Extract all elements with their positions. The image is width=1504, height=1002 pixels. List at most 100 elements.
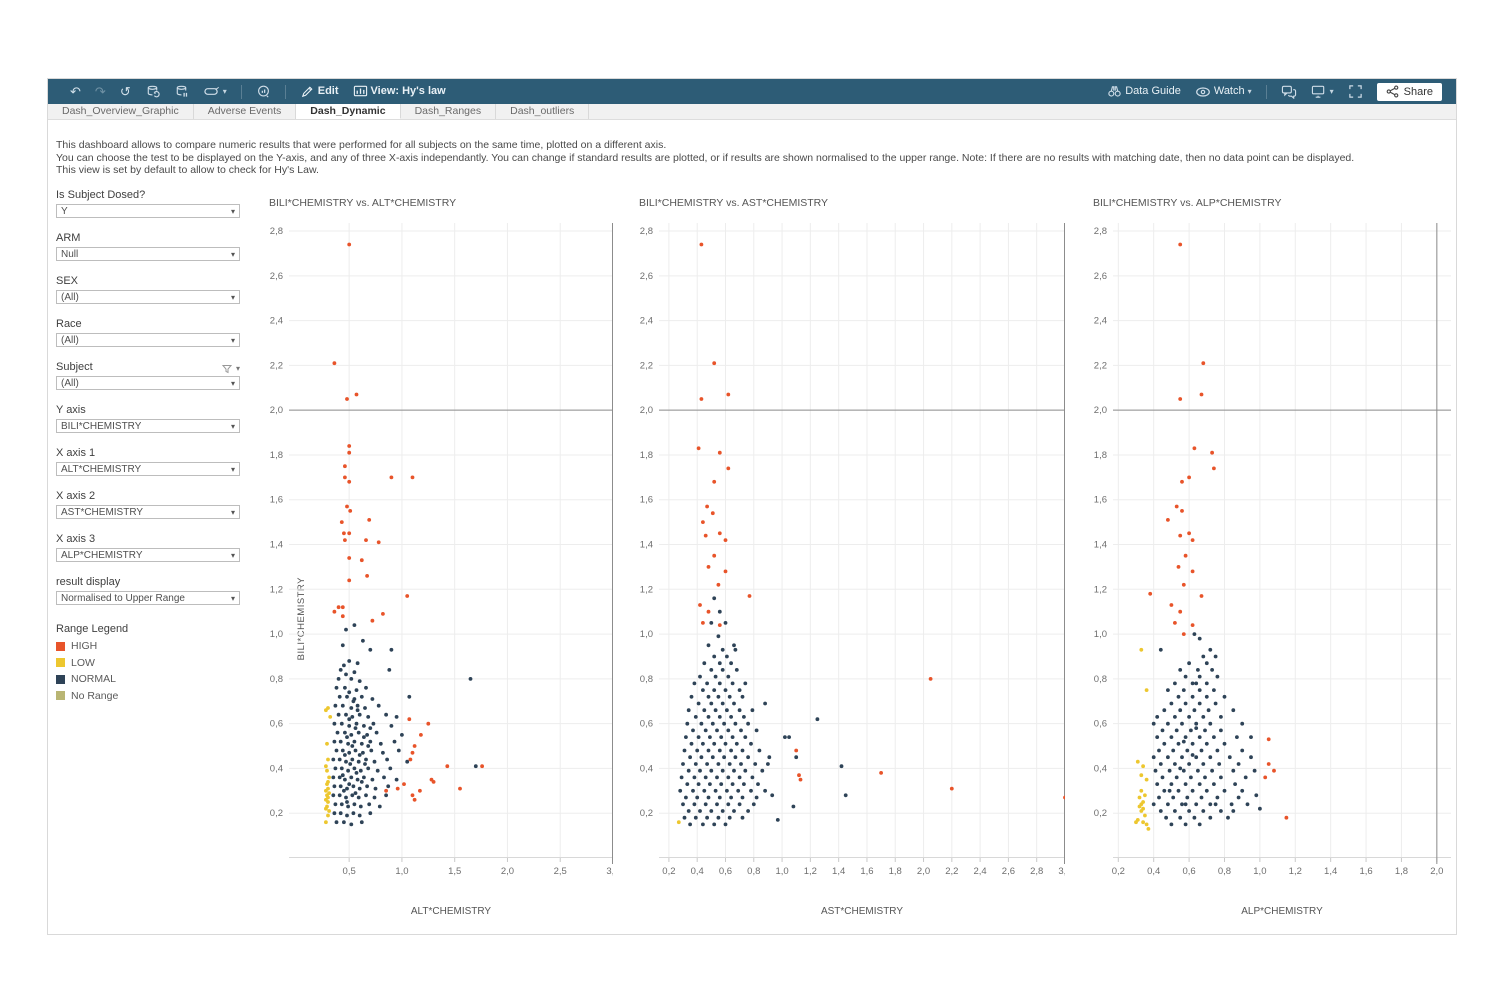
data-point[interactable] [763, 701, 767, 706]
data-point[interactable] [1196, 668, 1200, 672]
data-point[interactable] [702, 708, 707, 713]
data-point[interactable] [682, 748, 687, 753]
data-point[interactable] [1222, 741, 1227, 746]
data-point[interactable] [1180, 479, 1184, 484]
data-point[interactable] [370, 697, 375, 701]
data-point[interactable] [709, 701, 714, 706]
data-point[interactable] [1144, 822, 1149, 827]
legend-item-no-range[interactable]: No Range [56, 690, 240, 702]
data-point[interactable] [332, 361, 337, 366]
data-point[interactable] [349, 706, 354, 710]
data-point[interactable] [717, 795, 722, 800]
data-point[interactable] [1189, 728, 1193, 733]
data-point[interactable] [1171, 795, 1176, 800]
data-point[interactable] [763, 788, 767, 793]
data-point[interactable] [355, 708, 360, 713]
data-point[interactable] [347, 242, 352, 247]
data-point[interactable] [1199, 594, 1204, 598]
data-point[interactable] [1151, 721, 1156, 726]
download-icon[interactable]: ▾ [1311, 84, 1334, 99]
data-point[interactable] [1181, 688, 1186, 692]
data-point[interactable] [1185, 795, 1190, 800]
data-point[interactable] [715, 802, 719, 807]
data-point[interactable] [372, 795, 377, 800]
data-point[interactable] [359, 820, 364, 825]
data-point[interactable] [1167, 768, 1172, 773]
data-point[interactable] [1208, 755, 1213, 760]
data-point[interactable] [686, 768, 691, 773]
data-point[interactable] [751, 802, 756, 807]
data-point[interactable] [1231, 809, 1236, 813]
scatter-plot-1[interactable]: 0,2 0,4 0,6 0,8 1,0 1,2 1,4 1,6 1,8 2,0 2,2 2,4 2,6 2… [251, 223, 613, 884]
data-point[interactable] [1176, 565, 1181, 569]
data-point[interactable] [1219, 715, 1223, 719]
data-point[interactable] [726, 802, 731, 807]
data-point[interactable] [337, 694, 342, 699]
data-point[interactable] [1162, 788, 1167, 793]
data-point[interactable] [1208, 815, 1213, 820]
data-point[interactable] [382, 775, 386, 780]
data-point[interactable] [395, 786, 400, 791]
data-point[interactable] [354, 392, 359, 397]
filter-select-sex[interactable]: (All) ▾ [56, 290, 240, 304]
data-point[interactable] [688, 755, 692, 760]
data-point[interactable] [705, 762, 709, 766]
data-point[interactable] [1187, 809, 1191, 813]
data-point[interactable] [709, 668, 714, 672]
data-point[interactable] [701, 688, 705, 692]
data-point[interactable] [1162, 708, 1167, 713]
data-point[interactable] [1144, 688, 1149, 692]
data-point[interactable] [351, 811, 356, 816]
data-point[interactable] [1174, 504, 1179, 509]
data-point[interactable] [733, 721, 738, 726]
data-point[interactable] [346, 804, 350, 809]
legend-item-high[interactable]: HIGH [56, 640, 240, 652]
data-point[interactable] [705, 504, 709, 509]
data-point[interactable] [1135, 759, 1140, 764]
data-point[interactable] [327, 809, 331, 813]
data-point[interactable] [1236, 795, 1241, 800]
data-point[interactable] [1148, 591, 1153, 596]
data-point[interactable] [347, 556, 352, 560]
data-point[interactable] [730, 782, 735, 786]
data-point[interactable] [727, 815, 732, 820]
data-point[interactable] [332, 739, 337, 744]
data-point[interactable] [408, 757, 413, 762]
data-point[interactable] [1203, 775, 1207, 780]
data-point[interactable] [685, 782, 690, 786]
data-point[interactable] [1194, 755, 1199, 760]
data-point[interactable] [357, 813, 362, 818]
data-point[interactable] [1153, 768, 1158, 773]
data-point[interactable] [706, 609, 711, 614]
share-button[interactable]: Share [1376, 82, 1442, 101]
data-point[interactable] [332, 784, 337, 789]
data-point[interactable] [693, 762, 698, 766]
data-point[interactable] [791, 804, 796, 809]
data-point[interactable] [1194, 681, 1199, 686]
data-point[interactable] [356, 795, 361, 800]
data-point[interactable] [350, 744, 355, 748]
data-point[interactable] [710, 755, 715, 760]
data-point[interactable] [1204, 694, 1209, 699]
data-point[interactable] [334, 820, 339, 825]
data-point[interactable] [703, 775, 708, 780]
data-point[interactable] [378, 741, 383, 746]
data-point[interactable] [729, 795, 733, 800]
data-point[interactable] [1231, 768, 1236, 773]
data-point[interactable] [717, 661, 722, 666]
data-point[interactable] [366, 744, 371, 748]
data-point[interactable] [342, 531, 346, 536]
data-point[interactable] [1192, 632, 1197, 636]
data-point[interactable] [696, 735, 701, 739]
data-point[interactable] [347, 724, 352, 728]
data-point[interactable] [1173, 681, 1177, 686]
data-point[interactable] [370, 777, 375, 782]
data-point[interactable] [345, 694, 349, 699]
data-point[interactable] [344, 712, 348, 717]
data-point[interactable] [334, 685, 339, 690]
data-point[interactable] [753, 762, 758, 766]
data-point[interactable] [394, 777, 399, 782]
data-point[interactable] [1194, 802, 1199, 807]
data-point[interactable] [716, 582, 721, 587]
data-point[interactable] [418, 788, 422, 793]
